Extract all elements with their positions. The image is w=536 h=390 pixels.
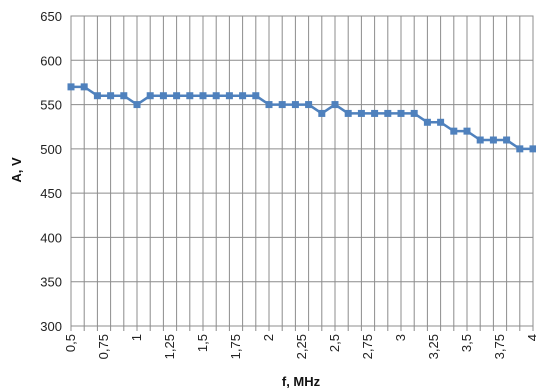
x-tick-label: 1,5	[195, 334, 210, 352]
data-point	[265, 101, 273, 109]
plot-border	[70, 15, 534, 327]
data-point	[318, 109, 326, 117]
x-tick-label: 2,5	[327, 334, 342, 352]
data-point	[199, 92, 207, 100]
grid	[70, 15, 534, 331]
plot-frame	[70, 15, 534, 327]
data-point	[503, 136, 511, 144]
data-point	[516, 145, 524, 153]
data-point	[331, 101, 339, 109]
data-point	[489, 136, 497, 144]
data-point	[133, 101, 141, 109]
x-tick-label: 0,5	[63, 334, 78, 352]
data-point	[463, 127, 471, 135]
data-point	[529, 145, 536, 153]
x-tick-label: 3	[393, 334, 408, 341]
data-point	[476, 136, 484, 144]
data-point	[67, 83, 75, 91]
data-point	[278, 101, 286, 109]
x-tick-label: 2,25	[294, 334, 309, 359]
data-point	[80, 83, 88, 91]
y-tick-label: 600	[40, 53, 62, 68]
y-axis-ticks: 300 350 400 450 500 550 600 650	[40, 9, 62, 334]
x-tick-label: 0,75	[96, 334, 111, 359]
data-point	[371, 109, 379, 117]
y-tick-label: 400	[40, 230, 62, 245]
x-tick-label: 1	[129, 334, 144, 341]
data-point	[423, 118, 431, 126]
series	[67, 83, 536, 153]
x-tick-label: 2	[261, 334, 276, 341]
x-axis-title: f, MHz	[282, 374, 321, 389]
y-tick-label: 650	[40, 9, 62, 24]
x-tick-label: 3,25	[426, 334, 441, 359]
data-point	[344, 109, 352, 117]
x-tick-label: 1,75	[228, 334, 243, 359]
x-tick-label: 4	[525, 334, 536, 341]
data-point	[252, 92, 260, 100]
data-point	[225, 92, 233, 100]
x-axis-ticks: 0,5 0,75 1 1,25 1,5 1,75 2 2,25 2,5 2,75 3 3,25 3,5 3…	[63, 334, 536, 359]
data-point	[450, 127, 458, 135]
data-point	[120, 92, 128, 100]
data-point	[159, 92, 167, 100]
data-point	[146, 92, 154, 100]
y-tick-label: 500	[40, 142, 62, 157]
data-point	[212, 92, 220, 100]
data-point	[186, 92, 194, 100]
data-point	[93, 92, 101, 100]
data-point	[173, 92, 181, 100]
y-tick-label: 300	[40, 319, 62, 334]
x-tick-label: 3,75	[492, 334, 507, 359]
x-tick-label: 3,5	[459, 334, 474, 352]
data-point	[291, 101, 299, 109]
x-tick-label: 2,75	[360, 334, 375, 359]
data-point	[384, 109, 392, 117]
data-point	[305, 101, 313, 109]
y-tick-label: 350	[40, 275, 62, 290]
y-tick-label: 550	[40, 98, 62, 113]
data-point	[397, 109, 405, 117]
y-axis-title: A, V	[9, 157, 24, 183]
series-line	[71, 85, 533, 151]
data-point	[239, 92, 247, 100]
y-tick-label: 450	[40, 186, 62, 201]
data-point	[437, 118, 445, 126]
data-point	[107, 92, 115, 100]
data-point	[357, 109, 365, 117]
data-point	[410, 109, 418, 117]
x-tick-label: 1,25	[162, 334, 177, 359]
